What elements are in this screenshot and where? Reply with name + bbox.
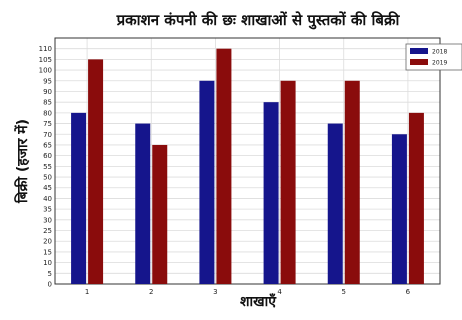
x-tick-label: 6: [406, 288, 411, 296]
y-tick-label: 15: [43, 248, 52, 256]
bar-2018-branch-1: [71, 112, 87, 284]
x-tick-label: 4: [277, 288, 282, 296]
bar-2019-branch-2: [152, 144, 168, 284]
bar-2018-branch-5: [327, 123, 343, 284]
legend: 2018 2019: [405, 43, 462, 71]
legend-label-2019: 2019: [432, 60, 447, 67]
y-tick-label: 0: [48, 281, 52, 289]
bar-2019-branch-4: [280, 80, 296, 284]
bar-2018-branch-6: [391, 134, 407, 284]
y-tick-label: 20: [43, 238, 52, 246]
y-tick-label: 60: [43, 152, 52, 160]
x-tick-label: 3: [213, 288, 217, 296]
legend-box: [405, 43, 462, 71]
y-axis-label: बिक्री (हजार में): [14, 119, 31, 204]
bars: [71, 48, 424, 285]
y-tick-label: 95: [43, 77, 52, 85]
plot-frame: [54, 37, 441, 285]
y-tick-label: 30: [43, 216, 52, 224]
y-tick-label: 75: [43, 120, 52, 128]
y-tick-label: 80: [43, 109, 52, 117]
bar-2019-branch-1: [88, 59, 104, 285]
y-tick-label: 55: [43, 163, 52, 171]
y-axis-ticks: 0 5 10 15 20 25 30 35 40 45 50 55 60 65 70 75 80 85 90 95 10…: [39, 45, 52, 288]
bar-2019-branch-3: [216, 48, 232, 285]
y-tick-label: 70: [43, 131, 52, 139]
legend-label-2018: 2018: [432, 49, 447, 56]
chart-title: प्रकाशन कंपनी की छः शाखाओं से पुस्तकों क…: [116, 11, 401, 30]
y-tick-label: 25: [43, 227, 52, 235]
legend-swatch-2018: [410, 48, 428, 54]
x-tick-label: 1: [85, 288, 89, 296]
grid-lines: [55, 38, 440, 284]
y-tick-label: 110: [39, 45, 52, 53]
bar-2018-branch-4: [263, 102, 279, 284]
bar-2018-branch-2: [135, 123, 151, 284]
y-tick-label: 5: [48, 270, 52, 278]
y-tick-label: 85: [43, 99, 52, 107]
y-tick-label: 40: [43, 195, 52, 203]
y-tick-label: 45: [43, 184, 52, 192]
x-tick-label: 5: [342, 288, 346, 296]
x-axis-label: शाखाएँ: [240, 293, 277, 310]
x-axis-ticks: 1 2 3 4 5 6: [85, 288, 411, 296]
y-tick-label: 100: [39, 67, 52, 75]
bar-2019-branch-5: [344, 80, 360, 284]
y-tick-label: 50: [43, 174, 52, 182]
y-tick-label: 35: [43, 206, 52, 214]
legend-swatch-2019: [410, 59, 428, 65]
x-tick-label: 2: [149, 288, 153, 296]
bar-2018-branch-3: [199, 80, 215, 284]
y-tick-label: 10: [43, 259, 52, 267]
y-tick-label: 105: [39, 56, 52, 64]
y-tick-label: 90: [43, 88, 52, 96]
bar-2019-branch-6: [408, 112, 424, 284]
y-tick-label: 65: [43, 141, 52, 149]
